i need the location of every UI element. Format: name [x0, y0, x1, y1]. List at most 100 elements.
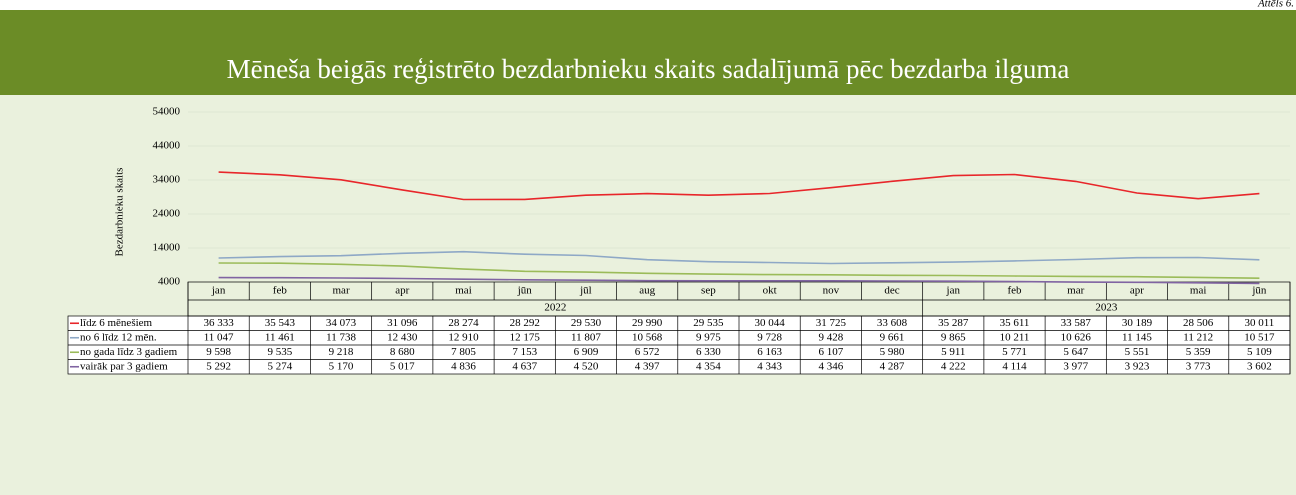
y-tick-label: 4000	[158, 276, 181, 288]
table-value: 7 805	[451, 346, 476, 358]
table-value: 4 114	[1002, 360, 1027, 372]
table-value: 5 017	[390, 360, 415, 372]
x-tick-label: mar	[333, 285, 350, 297]
legend-label: līdz 6 mēnešiem	[80, 317, 153, 329]
table-value: 28 506	[1183, 317, 1214, 329]
x-tick-label: dec	[884, 285, 899, 297]
x-tick-label: sep	[701, 285, 716, 297]
table-value: 9 728	[757, 331, 782, 343]
table-value: 11 807	[571, 331, 601, 343]
table-value: 11 047	[204, 331, 234, 343]
table-value: 9 865	[941, 331, 966, 343]
table-value: 4 354	[696, 360, 721, 372]
x-tick-label: jan	[211, 285, 226, 297]
y-tick-label: 14000	[153, 242, 181, 254]
x-tick-label: aug	[639, 285, 655, 297]
table-value: 34 073	[326, 317, 357, 329]
chart-background	[0, 95, 1296, 495]
table-value: 29 535	[693, 317, 724, 329]
x-tick-label: okt	[763, 285, 777, 297]
table-value: 11 738	[326, 331, 356, 343]
table-value: 30 189	[1122, 317, 1153, 329]
x-tick-label: apr	[395, 285, 409, 297]
legend-label: no 6 līdz 12 mēn.	[80, 331, 157, 343]
y-tick-label: 24000	[153, 208, 181, 220]
table-value: 36 333	[203, 317, 234, 329]
table-value: 4 397	[635, 360, 660, 372]
table-value: 8 680	[390, 346, 415, 358]
table-value: 11 212	[1183, 331, 1213, 343]
table-value: 3 602	[1247, 360, 1272, 372]
x-tick-label: feb	[1007, 285, 1022, 297]
table-value: 9 218	[329, 346, 354, 358]
legend-label: no gada līdz 3 gadiem	[80, 346, 178, 358]
table-value: 35 287	[938, 317, 969, 329]
table-value: 4 637	[512, 360, 537, 372]
table-value: 6 330	[696, 346, 721, 358]
x-tick-label: nov	[823, 285, 840, 297]
y-tick-label: 54000	[153, 106, 181, 118]
table-value: 5 274	[267, 360, 292, 372]
table-value: 30 044	[754, 317, 785, 329]
table-value: 7 153	[512, 346, 537, 358]
figure-annotation: Attēls 6.	[1257, 0, 1294, 10]
x-tick-label: apr	[1130, 285, 1144, 297]
table-value: 3 923	[1125, 360, 1150, 372]
table-value: 5 647	[1063, 346, 1088, 358]
table-value: 35 543	[265, 317, 296, 329]
series-line	[218, 276, 1260, 285]
table-value: 35 611	[1000, 317, 1030, 329]
table-value: 5 109	[1247, 346, 1272, 358]
table-value: 5 551	[1125, 346, 1150, 358]
table-value: 33 608	[877, 317, 908, 329]
x-group-label: 2023	[1095, 302, 1118, 314]
x-tick-label: jan	[946, 285, 961, 297]
table-value: 5 359	[1186, 346, 1211, 358]
x-tick-label: jūl	[579, 285, 592, 297]
table-value: 4 287	[880, 360, 905, 372]
table-value: 11 461	[265, 331, 295, 343]
table-value: 3 773	[1186, 360, 1211, 372]
table-value: 10 211	[1000, 331, 1030, 343]
x-tick-label: mai	[1190, 285, 1207, 297]
table-value: 6 163	[757, 346, 782, 358]
table-value: 5 771	[1002, 346, 1027, 358]
chart-title: Mēneša beigās reģistrēto bezdarbnieku sk…	[227, 54, 1070, 84]
table-value: 10 517	[1244, 331, 1275, 343]
y-tick-label: 44000	[153, 140, 181, 152]
table-value: 4 222	[941, 360, 966, 372]
table-value: 28 292	[510, 317, 540, 329]
table-value: 12 175	[510, 331, 541, 343]
series-line	[218, 262, 1260, 279]
table-value: 10 626	[1061, 331, 1092, 343]
table-value: 30 011	[1244, 317, 1274, 329]
table-value: 31 096	[387, 317, 418, 329]
table-value: 28 274	[448, 317, 479, 329]
legend-label: vairāk par 3 gadiem	[80, 360, 168, 372]
x-tick-label: mar	[1067, 285, 1084, 297]
table-value: 12 430	[387, 331, 418, 343]
table-value: 29 530	[571, 317, 602, 329]
table-value: 3 977	[1063, 360, 1088, 372]
x-tick-label: mai	[455, 285, 472, 297]
x-tick-label: jūn	[517, 285, 533, 297]
table-value: 9 535	[267, 346, 292, 358]
x-tick-label: feb	[273, 285, 288, 297]
series-line	[218, 171, 1260, 201]
table-value: 10 568	[632, 331, 663, 343]
table-value: 6 572	[635, 346, 660, 358]
table-value: 5 170	[329, 360, 354, 372]
table-value: 29 990	[632, 317, 663, 329]
table-value: 33 587	[1061, 317, 1092, 329]
table-value: 4 346	[818, 360, 843, 372]
table-value: 4 520	[574, 360, 599, 372]
table-value: 5 292	[206, 360, 231, 372]
table-value: 11 145	[1122, 331, 1152, 343]
table-value: 9 975	[696, 331, 721, 343]
y-tick-label: 34000	[153, 174, 181, 186]
x-group-label: 2022	[544, 302, 566, 314]
table-value: 31 725	[816, 317, 847, 329]
table-value: 6 909	[574, 346, 599, 358]
y-axis-title: Bezdarbnieku skaits	[114, 168, 126, 257]
